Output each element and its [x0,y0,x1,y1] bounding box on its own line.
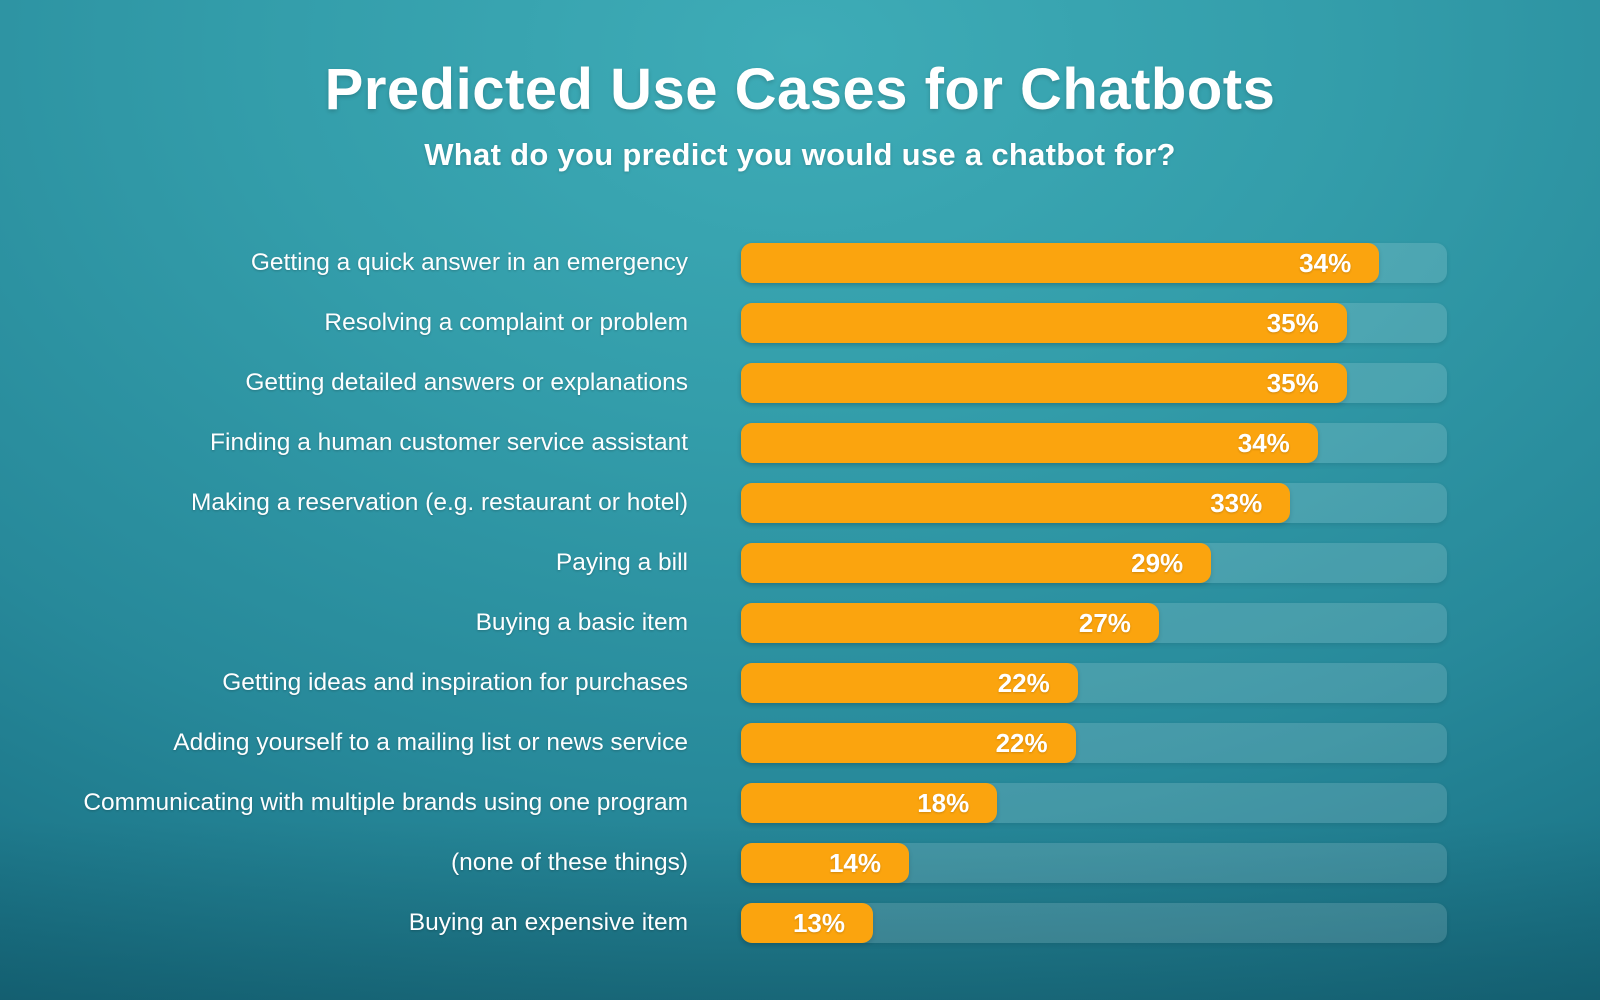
bar-track: 35% [741,303,1447,343]
bar-track: 29% [741,543,1447,583]
bar-track: 34% [741,423,1447,463]
category-label: Buying an expensive item [408,909,688,936]
chart-row: (none of these things) 14% [0,843,1600,883]
bar-track: 27% [741,603,1447,643]
chart-row: Paying a bill 29% [0,543,1600,583]
value-label: 13% [792,907,846,938]
bar-track: 14% [741,843,1447,883]
chart-row: Buying a basic item 27% [0,603,1600,643]
value-label: 22% [997,667,1050,698]
value-label: 34% [1237,427,1290,458]
value-label: 14% [828,847,882,878]
bar-fill: 22% [741,663,1078,703]
bar-fill: 34% [741,423,1318,463]
category-label: (none of these things) [451,849,688,876]
chart-row: Getting detailed answers or explanations… [0,363,1600,403]
chart-row: Adding yourself to a mailing list or new… [0,723,1600,763]
value-label: 18% [917,787,970,818]
bar-track: 22% [741,663,1447,703]
bar-chart: Getting a quick answer in an emergency 34… [0,243,1600,963]
bar-fill: 22% [741,723,1076,763]
bar-track: 35% [741,363,1447,403]
bar-fill: 35% [741,303,1347,343]
value-label: 22% [995,727,1048,758]
bar-track: 34% [741,243,1447,283]
category-label: Getting a quick answer in an emergency [250,249,688,276]
category-label: Getting detailed answers or explanations [245,369,688,396]
category-label: Paying a bill [555,549,688,576]
chart-row: Buying an expensive item 13% [0,903,1600,943]
bar-fill: 34% [741,243,1380,283]
category-label: Adding yourself to a mailing list or new… [173,729,688,756]
chart-title: Predicted Use Cases for Chatbots [324,57,1276,122]
chart-row: Making a reservation (e.g. restaurant or… [0,483,1600,523]
bar-fill: 33% [741,483,1291,523]
bar-track: 22% [741,723,1447,763]
value-label: 35% [1266,367,1319,398]
bar-track: 13% [741,903,1447,943]
chart-subtitle: What do you predict you would use a chat… [424,137,1176,172]
bar-fill: 27% [741,603,1159,643]
chart-row: Getting ideas and inspiration for purcha… [0,663,1600,703]
category-label: Communicating with multiple brands using… [83,789,688,816]
bar-track: 18% [741,783,1447,823]
bar-fill: 13% [741,903,874,943]
bar-fill: 35% [741,363,1347,403]
chart-row: Getting a quick answer in an emergency 34… [0,243,1600,283]
bar-fill: 14% [741,843,910,883]
category-label: Resolving a complaint or problem [324,309,688,336]
category-label: Getting ideas and inspiration for purcha… [222,669,688,696]
bar-fill: 18% [741,783,998,823]
bar-fill: 29% [741,543,1212,583]
value-label: 29% [1131,547,1184,578]
chart-header: Predicted Use Cases for Chatbots What do… [0,0,1600,173]
category-label: Buying a basic item [475,609,688,636]
bar-track: 33% [741,483,1447,523]
value-label: 33% [1210,487,1263,518]
chart-row: Communicating with multiple brands using… [0,783,1600,823]
chart-row: Resolving a complaint or problem 35% [0,303,1600,343]
category-label: Making a reservation (e.g. restaurant or… [190,489,688,516]
value-label: 35% [1266,307,1319,338]
category-label: Finding a human customer service assista… [210,429,688,456]
chart-row: Finding a human customer service assista… [0,423,1600,463]
value-label: 27% [1078,607,1131,638]
value-label: 34% [1299,247,1352,278]
